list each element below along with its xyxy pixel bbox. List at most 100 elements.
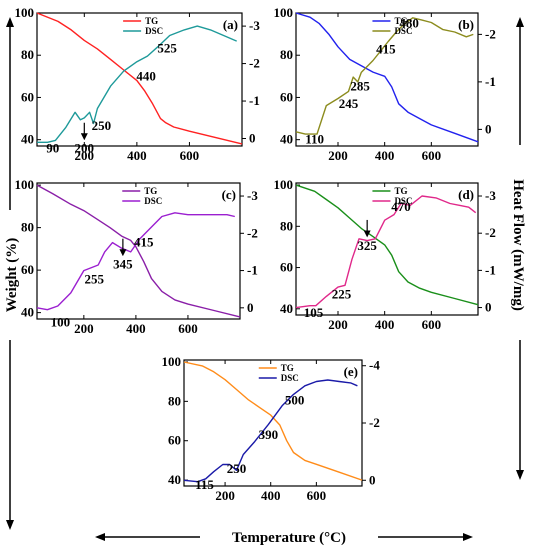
legend-entry: TG [144, 186, 157, 196]
panel-label: (c) [222, 187, 236, 202]
y-right-tick-label: -1 [485, 262, 496, 277]
panel-label: (b) [458, 17, 474, 32]
y-left-tick-label: 40 [280, 301, 293, 316]
series-line-dsc [36, 212, 235, 311]
y-left-tick-label: 60 [21, 262, 34, 277]
y-left-tick-label: 100 [162, 354, 182, 369]
x-tick-label: 600 [180, 148, 200, 163]
series-line-dsc [295, 195, 477, 309]
series-line-tg [295, 184, 479, 306]
annotation-label: 115 [195, 477, 214, 492]
plot-frame [183, 359, 363, 487]
y-right-tick-label: -3 [485, 188, 496, 203]
legend-entry: DSC [394, 26, 412, 36]
y-right-tick-label: -4 [369, 358, 380, 373]
x-tick-label: 200 [74, 321, 94, 336]
annotation-label: 500 [285, 392, 305, 407]
y-right-tick-label: -2 [485, 225, 496, 240]
annotation-label: 325 [357, 238, 377, 253]
y-right-tick-label: -3 [249, 18, 260, 33]
plot-frame [36, 12, 243, 147]
annotation-label: 250 [92, 118, 112, 133]
legend-entry: DSC [145, 26, 163, 36]
y-right-tick-label: -2 [249, 56, 260, 71]
legend-entry: DSC [281, 373, 299, 383]
annotation-label: 100 [51, 314, 71, 329]
annotation-label: 225 [332, 286, 352, 301]
x-tick-label: 200 [328, 317, 348, 332]
annotation-label: 470 [391, 199, 411, 214]
y-right-tick-label: -2 [247, 225, 258, 240]
annotation-label: 345 [113, 257, 133, 272]
x-axis-title-group: Temperature (°C) [95, 530, 473, 546]
x-tick-label: 200 [328, 148, 348, 163]
x-tick-label: 600 [422, 317, 442, 332]
y-right-tick-label: -2 [485, 26, 496, 41]
y-left-tick-label: 100 [274, 177, 294, 192]
y-axis-left-title: Weight (%) [4, 238, 20, 313]
y-right-tick-label: -3 [247, 188, 258, 203]
annotation-label: 415 [134, 234, 154, 249]
legend-entry: TG [394, 186, 407, 196]
x-tick-label: 400 [127, 148, 147, 163]
y-left-tick-label: 80 [168, 393, 181, 408]
x-tick-label: 400 [375, 148, 395, 163]
y-left-tick-label: 60 [280, 260, 293, 275]
y-left-tick-label: 100 [15, 177, 35, 192]
x-tick-label: 600 [307, 488, 327, 503]
y-axis-right-title: Heat Flow (mW/mg) [510, 179, 526, 311]
annotation-label: 525 [157, 40, 177, 55]
y-axis-left-title-group: Weight (%) [4, 17, 20, 530]
annotation-label: 480 [399, 15, 419, 30]
series-line-tg [183, 361, 363, 481]
y-right-tick-label: -1 [247, 263, 258, 278]
annotation-label: 105 [304, 305, 324, 320]
annotation-label: 440 [136, 68, 156, 83]
panel-label: (e) [344, 364, 358, 379]
y-left-tick-label: 40 [280, 132, 293, 147]
y-left-tick-label: 100 [15, 5, 35, 20]
legend-entry: TG [394, 16, 407, 26]
series-line-dsc [37, 25, 237, 144]
series-line-tg [36, 184, 241, 318]
y-right-tick-label: -1 [485, 74, 496, 89]
panel-label: (a) [223, 17, 238, 32]
x-tick-label: 400 [261, 488, 281, 503]
y-left-tick-label: 80 [280, 218, 293, 233]
series-line-tg [295, 12, 479, 143]
y-right-tick-label: 0 [247, 300, 254, 315]
y-right-tick-label: 0 [485, 121, 492, 136]
legend-entry: DSC [144, 196, 162, 206]
y-left-tick-label: 40 [21, 305, 34, 320]
plot-frame [295, 182, 479, 316]
y-left-tick-label: 80 [21, 220, 34, 235]
y-left-tick-label: 80 [21, 47, 34, 62]
annotation-label: 90 [46, 141, 59, 156]
plot-frame [36, 182, 241, 320]
y-left-tick-label: 60 [21, 89, 34, 104]
x-tick-label: 600 [178, 321, 198, 336]
annotation-label: 110 [305, 132, 324, 147]
y-right-tick-label: 0 [485, 300, 492, 315]
y-right-tick-label: 0 [249, 131, 256, 146]
series-line-tg [36, 12, 243, 145]
y-left-tick-label: 80 [280, 47, 293, 62]
plot-frame [295, 12, 479, 147]
y-axis-right-title-group: Heat Flow (mW/mg) [510, 17, 526, 480]
y-left-tick-label: 40 [21, 132, 34, 147]
x-tick-label: 200 [215, 488, 235, 503]
annotation-label: 415 [376, 41, 396, 56]
y-right-tick-label: 0 [369, 472, 376, 487]
annotation-label: 255 [85, 272, 105, 287]
y-left-tick-label: 60 [168, 433, 181, 448]
legend-entry: DSC [394, 196, 412, 206]
y-left-tick-label: 100 [274, 5, 294, 20]
y-right-tick-label: -1 [249, 93, 260, 108]
x-axis-title: Temperature (°C) [232, 530, 346, 546]
series-line-dsc [183, 379, 358, 483]
